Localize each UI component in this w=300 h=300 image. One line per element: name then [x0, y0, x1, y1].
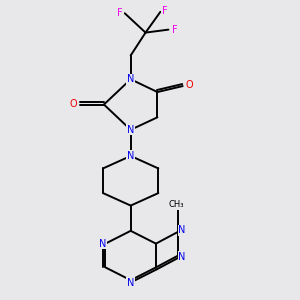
Text: CH₃: CH₃	[169, 200, 184, 209]
Text: N: N	[127, 74, 134, 84]
Text: N: N	[178, 252, 185, 262]
Text: N: N	[127, 151, 134, 161]
Text: F: F	[172, 25, 178, 35]
Text: O: O	[185, 80, 193, 90]
Text: N: N	[99, 238, 106, 249]
Text: N: N	[127, 278, 134, 288]
Text: F: F	[162, 6, 168, 16]
Text: F: F	[118, 8, 123, 18]
Text: O: O	[70, 99, 77, 109]
Text: N: N	[178, 225, 185, 235]
Text: N: N	[127, 125, 134, 135]
